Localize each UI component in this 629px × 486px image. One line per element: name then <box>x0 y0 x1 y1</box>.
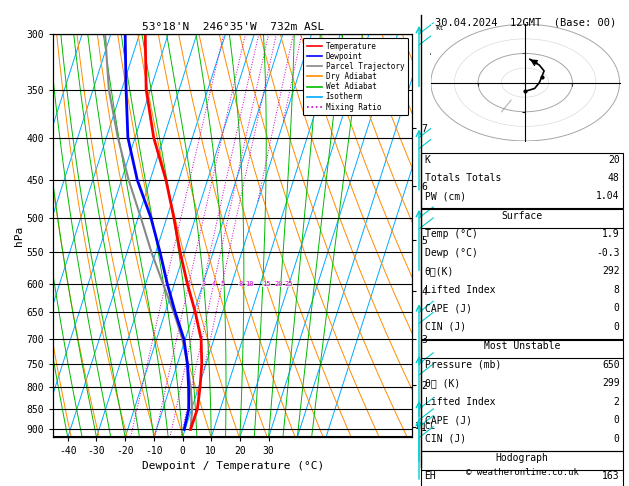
Text: Temp (°C): Temp (°C) <box>425 229 477 240</box>
Text: 292: 292 <box>602 266 620 277</box>
Legend: Temperature, Dewpoint, Parcel Trajectory, Dry Adiabat, Wet Adiabat, Isotherm, Mi: Temperature, Dewpoint, Parcel Trajectory… <box>303 38 408 115</box>
Text: 0: 0 <box>614 415 620 425</box>
Text: 15: 15 <box>262 280 271 287</box>
Text: 2: 2 <box>187 280 191 287</box>
Text: kt: kt <box>435 25 444 31</box>
Text: 48: 48 <box>608 173 620 183</box>
Text: Most Unstable: Most Unstable <box>484 341 560 351</box>
Text: 8: 8 <box>614 285 620 295</box>
Text: PW (cm): PW (cm) <box>425 191 465 202</box>
Text: EH: EH <box>425 471 437 482</box>
Text: K: K <box>425 155 430 165</box>
Text: θᴇ(K): θᴇ(K) <box>425 266 454 277</box>
Text: © weatheronline.co.uk: © weatheronline.co.uk <box>465 468 579 477</box>
Text: 10: 10 <box>245 280 254 287</box>
Text: CIN (J): CIN (J) <box>425 434 465 444</box>
Text: 4: 4 <box>212 280 216 287</box>
Text: Surface: Surface <box>501 211 543 221</box>
Text: Totals Totals: Totals Totals <box>425 173 501 183</box>
Text: 8: 8 <box>238 280 243 287</box>
Text: Dewp (°C): Dewp (°C) <box>425 248 477 258</box>
Text: 3: 3 <box>201 280 205 287</box>
Text: 1: 1 <box>164 280 168 287</box>
Text: 1LCL: 1LCL <box>415 422 435 431</box>
Y-axis label: hPa: hPa <box>14 226 24 246</box>
Text: 20: 20 <box>275 280 283 287</box>
Text: 163: 163 <box>602 471 620 482</box>
Text: 0: 0 <box>614 303 620 313</box>
Text: 0: 0 <box>614 322 620 332</box>
Text: 1.04: 1.04 <box>596 191 620 202</box>
Text: CAPE (J): CAPE (J) <box>425 303 472 313</box>
Text: 1.9: 1.9 <box>602 229 620 240</box>
Text: 0: 0 <box>614 434 620 444</box>
Text: 20: 20 <box>608 155 620 165</box>
Text: Lifted Index: Lifted Index <box>425 397 495 407</box>
Text: Pressure (mb): Pressure (mb) <box>425 360 501 370</box>
Text: 2: 2 <box>614 397 620 407</box>
Text: 30.04.2024  12GMT  (Base: 00): 30.04.2024 12GMT (Base: 00) <box>435 17 616 27</box>
Text: CIN (J): CIN (J) <box>425 322 465 332</box>
Text: CAPE (J): CAPE (J) <box>425 415 472 425</box>
Text: Hodograph: Hodograph <box>496 453 548 463</box>
Y-axis label: km
ASL: km ASL <box>430 35 447 57</box>
Text: -0.3: -0.3 <box>596 248 620 258</box>
Text: 299: 299 <box>602 378 620 388</box>
Text: 650: 650 <box>602 360 620 370</box>
X-axis label: Dewpoint / Temperature (°C): Dewpoint / Temperature (°C) <box>142 461 324 470</box>
Text: θᴇ (K): θᴇ (K) <box>425 378 460 388</box>
Title: 53°18'N  246°35'W  732m ASL: 53°18'N 246°35'W 732m ASL <box>142 22 324 32</box>
Text: 25: 25 <box>284 280 293 287</box>
Text: Lifted Index: Lifted Index <box>425 285 495 295</box>
Text: 5: 5 <box>220 280 225 287</box>
